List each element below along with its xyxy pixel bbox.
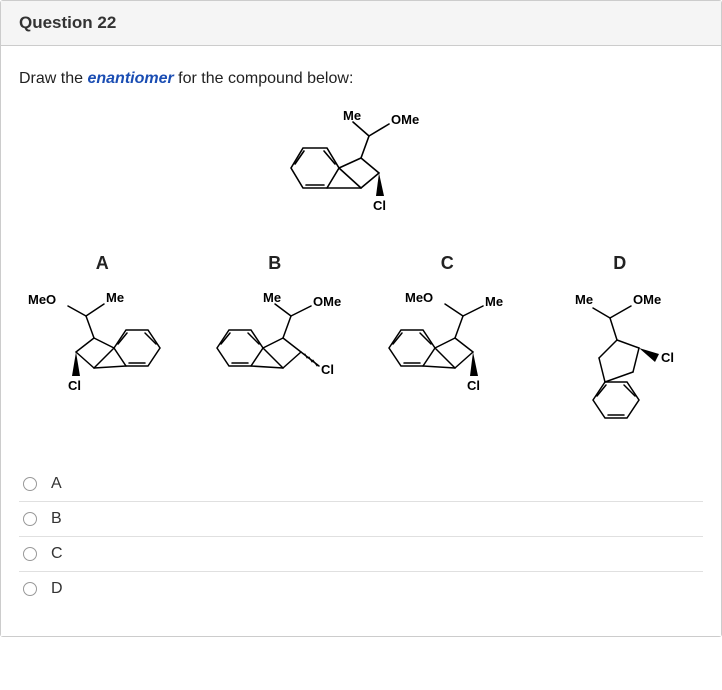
answer-b-text: B — [51, 510, 62, 528]
choice-a-label: A — [19, 253, 186, 274]
answer-d-text: D — [51, 580, 63, 598]
choice-a-svg: MeO Me Cl — [22, 282, 182, 402]
choice-d-me: Me — [575, 292, 593, 307]
choice-c-cl: Cl — [467, 378, 480, 393]
choice-b-cl: Cl — [321, 362, 334, 377]
choice-c-meo: MeO — [405, 290, 433, 305]
radio-icon — [23, 547, 37, 561]
choice-d: D — [537, 253, 704, 427]
prompt-post: for the compound below: — [174, 70, 354, 87]
question-header: Question 22 — [1, 1, 721, 46]
choice-a: A — [19, 253, 186, 407]
choice-b-me: Me — [263, 290, 281, 305]
choice-a-me: Me — [106, 290, 124, 305]
main-me-label: Me — [343, 108, 361, 123]
radio-icon — [23, 582, 37, 596]
choice-b-svg: Me OMe Cl — [195, 282, 355, 402]
prompt-pre: Draw the — [19, 70, 87, 87]
choice-b-label: B — [192, 253, 359, 274]
choice-b: B — [192, 253, 359, 407]
answer-option-a[interactable]: A — [19, 467, 703, 502]
main-cl-label: Cl — [373, 198, 386, 213]
main-structure: Me OMe Cl — [19, 98, 703, 223]
choice-c-svg: MeO Me Cl — [367, 282, 527, 402]
choice-c-me: Me — [485, 294, 503, 309]
choices-row: A — [19, 253, 703, 427]
radio-icon — [23, 512, 37, 526]
answer-a-text: A — [51, 475, 62, 493]
choice-b-ome: OMe — [313, 294, 341, 309]
choice-d-ome: OMe — [633, 292, 661, 307]
prompt-emph: enantiomer — [87, 70, 173, 87]
question-prompt: Draw the enantiomer for the compound bel… — [19, 70, 703, 88]
choice-a-meo: MeO — [28, 292, 56, 307]
answer-option-c[interactable]: C — [19, 537, 703, 572]
choice-d-label: D — [537, 253, 704, 274]
radio-icon — [23, 477, 37, 491]
main-ome-label: OMe — [391, 112, 419, 127]
choice-d-cl: Cl — [661, 350, 674, 365]
question-card: Question 22 Draw the enantiomer for the … — [0, 0, 722, 637]
choice-c: C — [364, 253, 531, 407]
question-body: Draw the enantiomer for the compound bel… — [1, 46, 721, 636]
answer-option-b[interactable]: B — [19, 502, 703, 537]
answer-option-d[interactable]: D — [19, 572, 703, 606]
question-title: Question 22 — [19, 13, 116, 32]
main-structure-svg: Me OMe Cl — [261, 98, 461, 218]
answer-list: A B C D — [19, 467, 703, 606]
answer-c-text: C — [51, 545, 63, 563]
choice-c-label: C — [364, 253, 531, 274]
choice-a-cl: Cl — [68, 378, 81, 393]
choice-d-svg: Me OMe Cl — [555, 282, 685, 422]
